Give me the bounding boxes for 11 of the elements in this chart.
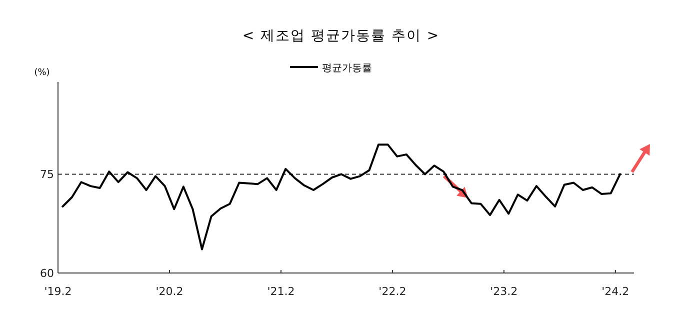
y-axis-title: (%) xyxy=(34,68,50,78)
x-tick-label: '22.2 xyxy=(378,285,406,298)
y-tick-label: 60 xyxy=(40,267,54,280)
x-tick-label: '19.2 xyxy=(44,285,72,298)
y-tick-label: 75 xyxy=(40,168,54,182)
x-tick-label: '20.2 xyxy=(156,285,184,298)
x-tick-label: '24.2 xyxy=(602,285,630,298)
x-tick-label: '21.2 xyxy=(267,285,295,298)
chart-title: < 제조업 평균가동률 추이 > xyxy=(242,28,440,44)
x-tick-label: '23.2 xyxy=(490,285,518,298)
legend-label: 평균가동률 xyxy=(322,63,372,74)
